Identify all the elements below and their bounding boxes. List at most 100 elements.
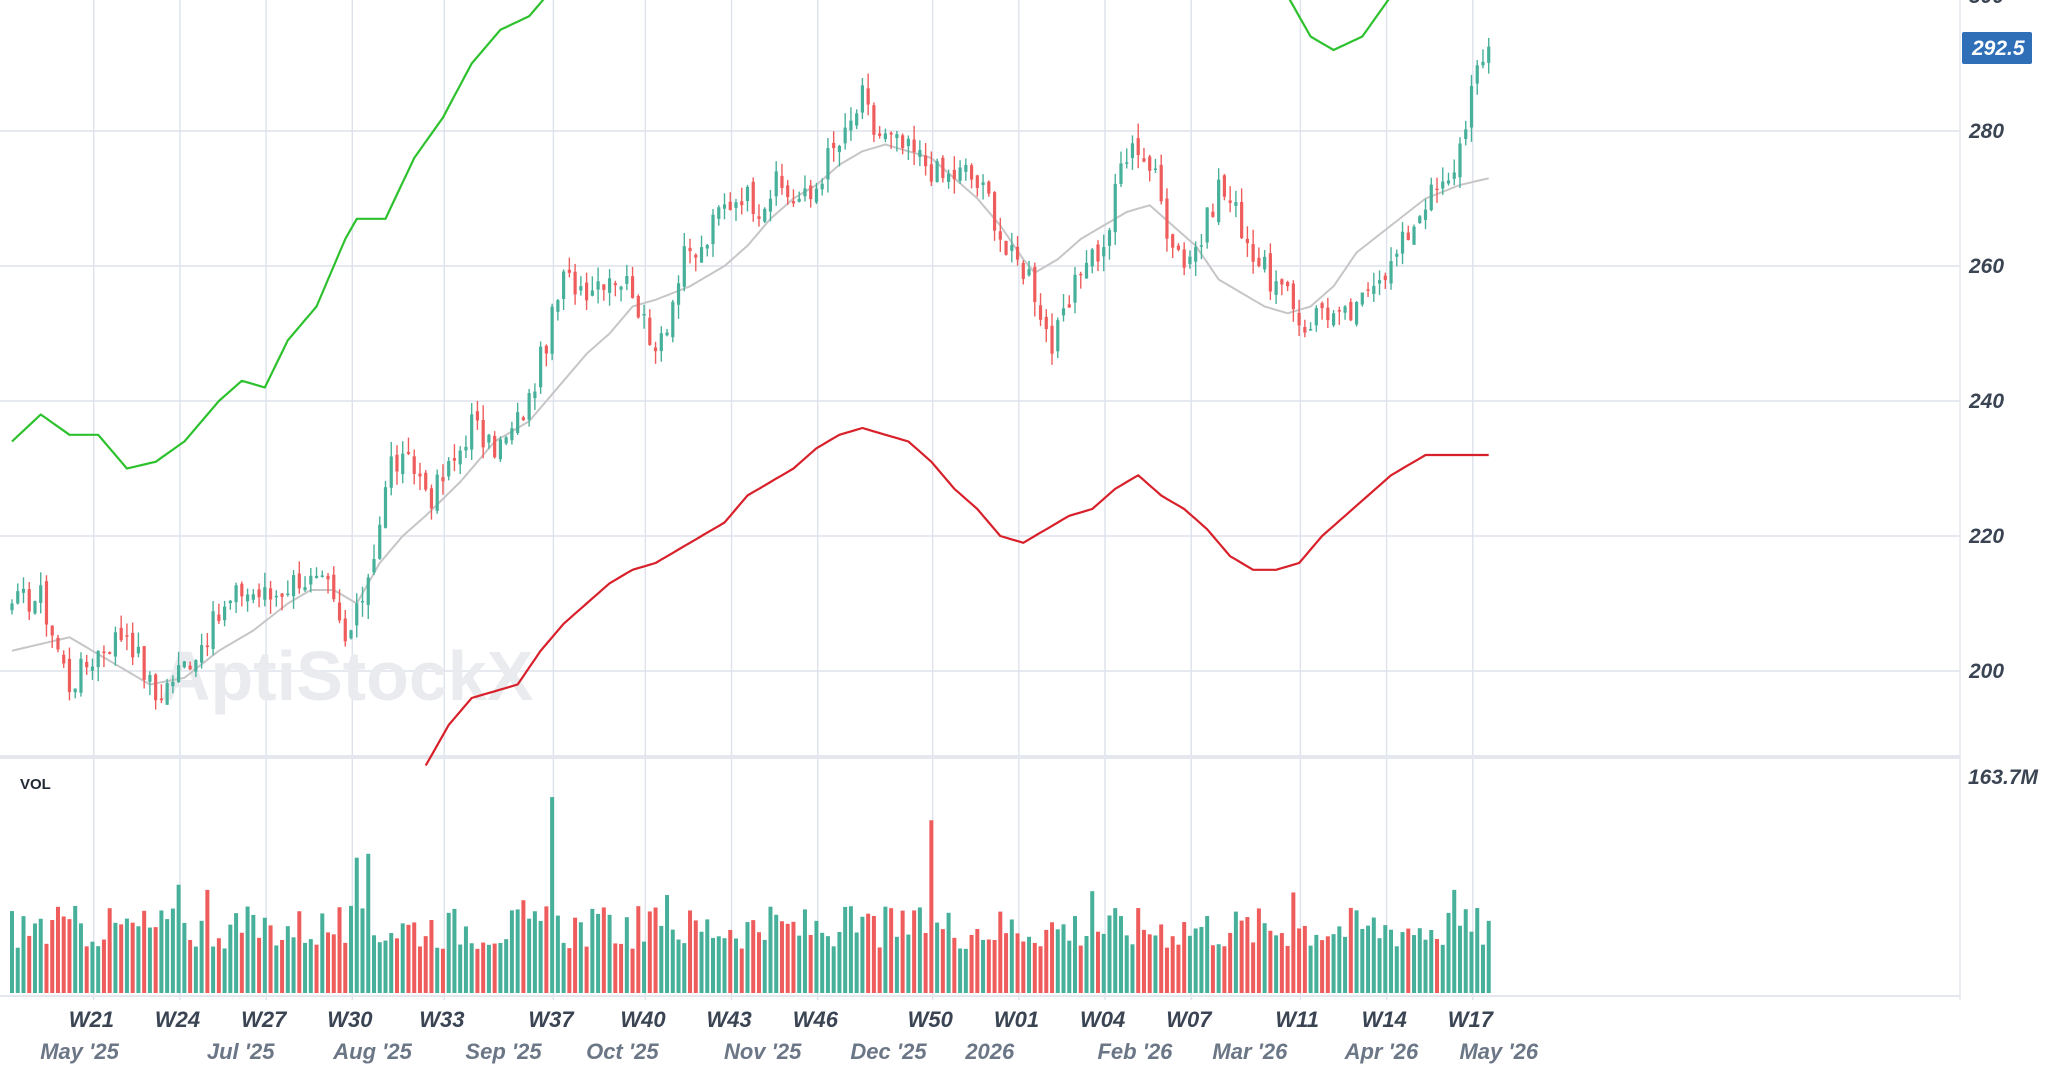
volume-bar xyxy=(814,920,819,993)
candle-body xyxy=(1268,253,1272,292)
candle-body xyxy=(337,602,342,621)
volume-bar xyxy=(1331,934,1336,993)
volume-bar xyxy=(406,924,411,993)
volume-bar xyxy=(130,922,135,993)
volume-bar xyxy=(935,922,940,993)
candle-body xyxy=(303,587,307,591)
watermark: AptiStockX xyxy=(160,637,534,715)
volume-bar xyxy=(561,942,566,993)
candle-body xyxy=(1044,316,1048,330)
volume-bar xyxy=(84,946,89,993)
volume-bar xyxy=(940,929,945,993)
candle-body xyxy=(470,414,474,450)
volume-bar xyxy=(119,924,124,993)
candle-body xyxy=(648,317,652,345)
month-tick-label: Apr '26 xyxy=(1344,1039,1419,1064)
candle-body xyxy=(665,332,669,336)
candle-body xyxy=(429,488,434,509)
volume-bar xyxy=(1406,928,1411,993)
volume-bar xyxy=(1032,942,1037,993)
volume-bar xyxy=(257,937,262,993)
candle-body xyxy=(1383,275,1387,281)
candle-body xyxy=(21,588,26,593)
volume-bar xyxy=(55,906,60,993)
candle-body xyxy=(332,574,336,600)
candle-body xyxy=(291,575,296,597)
volume-bar xyxy=(1118,916,1123,993)
candle-body xyxy=(27,589,31,612)
volume-bar xyxy=(659,925,664,993)
candle-body xyxy=(1096,244,1100,262)
volume-bar xyxy=(182,922,187,993)
volume-bar xyxy=(400,923,405,993)
candle-body xyxy=(1481,61,1485,66)
candle-body xyxy=(866,88,870,105)
candle-body xyxy=(268,588,273,600)
candle-body xyxy=(837,145,842,153)
candle-body xyxy=(1418,216,1422,224)
volume-bar xyxy=(1486,920,1491,993)
volume-bar xyxy=(61,916,66,993)
volume-bar xyxy=(728,929,733,993)
candle-body xyxy=(234,585,238,603)
candle-body xyxy=(1245,238,1249,244)
candle-body xyxy=(596,281,600,290)
volume-bar xyxy=(1348,907,1353,993)
candle-body xyxy=(676,283,681,305)
candle-body xyxy=(493,435,497,458)
volume-bar xyxy=(538,920,543,993)
volume-bar xyxy=(331,934,336,993)
volume-bar xyxy=(1394,946,1399,993)
candle-body xyxy=(1056,320,1060,352)
volume-bar xyxy=(1193,928,1198,993)
candle-body xyxy=(1090,249,1094,267)
candle-body xyxy=(1050,325,1054,354)
volume-bar xyxy=(1113,908,1118,993)
candle-body xyxy=(39,585,43,603)
candle-body xyxy=(67,658,72,693)
volume-bar xyxy=(463,926,468,993)
volume-bar xyxy=(843,906,848,993)
candle-body xyxy=(1372,285,1376,294)
price-tick-label: 220 xyxy=(1968,525,2004,548)
volume-bar xyxy=(1073,916,1078,993)
candle-body xyxy=(585,282,589,301)
candle-body xyxy=(625,276,629,284)
volume-bar xyxy=(1095,931,1100,993)
last-price-label: 292.5 xyxy=(1971,37,2025,60)
volume-bar xyxy=(297,911,302,993)
volume-bar xyxy=(762,939,767,993)
candle-body xyxy=(125,635,129,637)
candle-body xyxy=(797,198,801,202)
candle-body xyxy=(803,188,807,197)
candle-body xyxy=(1061,308,1066,316)
candle-body xyxy=(131,632,135,658)
volume-bar xyxy=(992,940,997,993)
volume-bar xyxy=(1159,924,1164,993)
candle-body xyxy=(958,167,962,181)
candle-body xyxy=(636,295,640,318)
volume-bar xyxy=(211,946,216,993)
candle-body xyxy=(1159,164,1163,202)
week-tick-label: W43 xyxy=(707,1007,752,1032)
moving-average-line xyxy=(11,143,1489,686)
bollinger-bands xyxy=(11,0,1489,767)
volume-bar xyxy=(1412,935,1417,993)
volume-bar xyxy=(1469,931,1474,993)
volume-bar xyxy=(670,929,675,993)
price-tick-label: 200 xyxy=(1968,660,2004,683)
candle-body xyxy=(671,301,675,338)
volume-bar xyxy=(1044,929,1049,993)
candle-body xyxy=(728,201,732,210)
volume-bar xyxy=(337,907,342,993)
candle-body xyxy=(602,284,606,290)
candle-body xyxy=(56,637,60,650)
volume-bar xyxy=(906,934,911,993)
candle-body xyxy=(148,675,152,682)
volume-bar xyxy=(866,913,871,993)
volume-bar xyxy=(601,907,606,993)
volume-bar xyxy=(1004,933,1009,993)
volume-bar xyxy=(113,922,118,993)
volume-bar xyxy=(394,938,399,993)
